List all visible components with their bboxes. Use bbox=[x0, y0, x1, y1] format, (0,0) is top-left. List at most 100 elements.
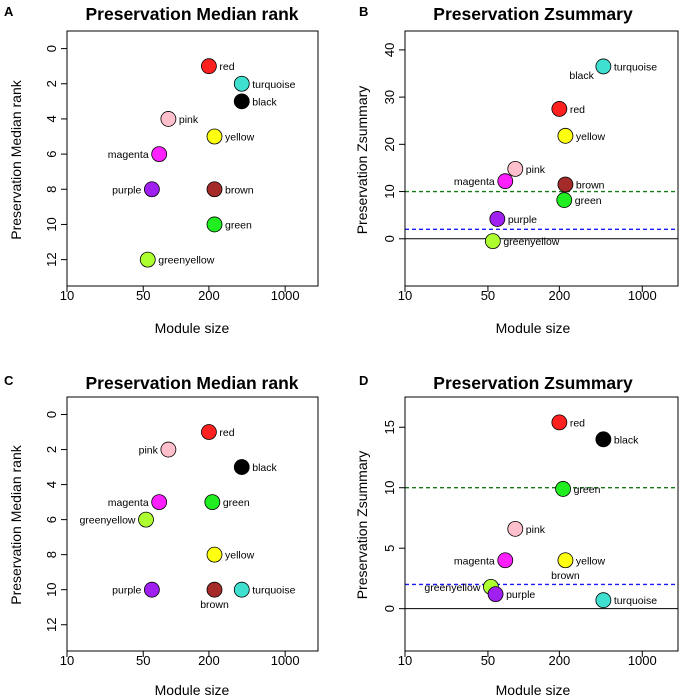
point-label-purple: purple bbox=[506, 589, 535, 601]
point-magenta bbox=[151, 146, 168, 163]
x-axis-label: Module size bbox=[155, 320, 230, 336]
point-label-brown: brown bbox=[200, 599, 229, 611]
x-tick-label: 50 bbox=[481, 653, 495, 668]
point-label-black: black bbox=[614, 434, 639, 446]
y-tick-label: 40 bbox=[382, 43, 397, 57]
y-tick-label: 20 bbox=[382, 137, 397, 151]
x-tick-label: 10 bbox=[60, 288, 74, 303]
point-purple bbox=[487, 586, 504, 603]
point-label-yellow: yellow bbox=[225, 550, 255, 562]
x-tick-label: 50 bbox=[136, 288, 150, 303]
point-red bbox=[201, 58, 217, 75]
y-tick-label: 12 bbox=[44, 617, 59, 631]
point-yellow bbox=[206, 546, 223, 563]
point-label-purple: purple bbox=[508, 214, 537, 226]
y-axis-label: Preservation Zsummary bbox=[354, 86, 370, 235]
point-pink bbox=[160, 441, 177, 458]
point-yellow bbox=[557, 552, 574, 569]
y-tick-label: 10 bbox=[44, 582, 59, 596]
y-tick-label: 10 bbox=[44, 217, 59, 231]
point-greenyellow bbox=[139, 251, 156, 268]
point-label-red: red bbox=[570, 104, 585, 116]
point-green bbox=[206, 216, 223, 233]
point-turquoise bbox=[595, 58, 612, 75]
panel-title: Preservation Median rank bbox=[86, 373, 299, 393]
point-green bbox=[556, 192, 573, 208]
y-tick-label: 0 bbox=[382, 235, 397, 242]
y-tick-label: 4 bbox=[44, 115, 59, 122]
point-label-brown: brown bbox=[551, 570, 580, 582]
point-label-red: red bbox=[570, 417, 585, 429]
x-tick-label: 10 bbox=[398, 288, 412, 303]
y-axis-label: Preservation Median rank bbox=[8, 444, 24, 605]
panel-letter: A bbox=[4, 4, 14, 19]
point-red bbox=[201, 424, 217, 440]
point-label-greenyellow: greenyellow bbox=[503, 236, 559, 248]
y-tick-label: 6 bbox=[44, 150, 59, 157]
plot-frame bbox=[66, 396, 319, 652]
x-tick-label: 1000 bbox=[628, 653, 657, 668]
point-label-red: red bbox=[219, 61, 234, 73]
point-turquoise bbox=[595, 592, 612, 609]
point-label-green: green bbox=[574, 484, 601, 496]
point-label-turquoise: turquoise bbox=[614, 595, 657, 607]
point-label-turquoise: turquoise bbox=[614, 61, 657, 73]
point-label-greenyellow: greenyellow bbox=[79, 515, 135, 527]
plot-frame bbox=[66, 30, 319, 287]
y-tick-label: 10 bbox=[382, 480, 397, 494]
point-label-black: black bbox=[252, 96, 277, 108]
point-label-pink: pink bbox=[179, 114, 199, 126]
panel-d: D Preservation Zsummary 10 50 200 1000 0 5 10 15 M… bbox=[354, 373, 679, 698]
x-tick-label: 200 bbox=[549, 288, 571, 303]
point-label-turquoise: turquoise bbox=[252, 79, 295, 91]
point-label-greenyellow: greenyellow bbox=[424, 582, 480, 594]
y-tick-label: 6 bbox=[44, 516, 59, 523]
point-label-pink: pink bbox=[526, 164, 546, 176]
point-pink bbox=[507, 160, 524, 177]
x-tick-label: 50 bbox=[481, 288, 495, 303]
point-label-yellow: yellow bbox=[225, 132, 255, 144]
point-brown bbox=[557, 176, 574, 193]
y-tick-label: 10 bbox=[382, 184, 397, 198]
point-label-purple: purple bbox=[112, 585, 141, 597]
point-label-magenta: magenta bbox=[454, 176, 495, 188]
y-tick-label: 8 bbox=[44, 551, 59, 558]
panel-c: C Preservation Median rank 10 50 200 1000 0 2 4 6… bbox=[4, 373, 319, 698]
point-black bbox=[595, 431, 612, 448]
point-yellow bbox=[557, 127, 574, 144]
point-label-purple: purple bbox=[112, 184, 141, 196]
y-axis-label: Preservation Zsummary bbox=[354, 451, 370, 600]
point-label-red: red bbox=[219, 427, 234, 439]
point-label-yellow: yellow bbox=[576, 555, 606, 567]
point-green bbox=[204, 494, 221, 511]
panel-title: Preservation Median rank bbox=[86, 4, 299, 24]
x-tick-label: 200 bbox=[198, 653, 220, 668]
point-pink bbox=[507, 520, 524, 537]
point-yellow bbox=[206, 128, 223, 145]
point-label-magenta: magenta bbox=[108, 149, 149, 161]
y-tick-label: 5 bbox=[382, 545, 397, 552]
panel-b: B Preservation Zsummary 10 50 200 1000 0 10 20 30… bbox=[354, 4, 679, 336]
point-label-pink: pink bbox=[139, 445, 159, 457]
point-label-black: black bbox=[252, 462, 277, 474]
y-tick-label: 2 bbox=[44, 80, 59, 87]
point-magenta bbox=[151, 494, 168, 511]
panel-title: Preservation Zsummary bbox=[433, 373, 633, 393]
point-label-yellow: yellow bbox=[576, 131, 606, 143]
point-greenyellow bbox=[484, 233, 501, 250]
point-label-magenta: magenta bbox=[108, 497, 149, 509]
y-tick-label: 0 bbox=[44, 45, 59, 52]
y-axis-label: Preservation Median rank bbox=[8, 79, 24, 240]
point-label-magenta: magenta bbox=[454, 555, 495, 567]
panel-letter: C bbox=[4, 373, 14, 388]
x-axis-label: Module size bbox=[496, 320, 571, 336]
y-tick-label: 4 bbox=[44, 481, 59, 488]
y-tick-label: 0 bbox=[44, 411, 59, 418]
point-label-black: black bbox=[569, 70, 594, 82]
point-red bbox=[551, 101, 568, 117]
point-purple bbox=[143, 581, 160, 598]
point-black bbox=[233, 459, 250, 475]
panel-letter: B bbox=[359, 4, 368, 19]
point-purple bbox=[143, 181, 160, 198]
x-tick-label: 1000 bbox=[271, 288, 300, 303]
